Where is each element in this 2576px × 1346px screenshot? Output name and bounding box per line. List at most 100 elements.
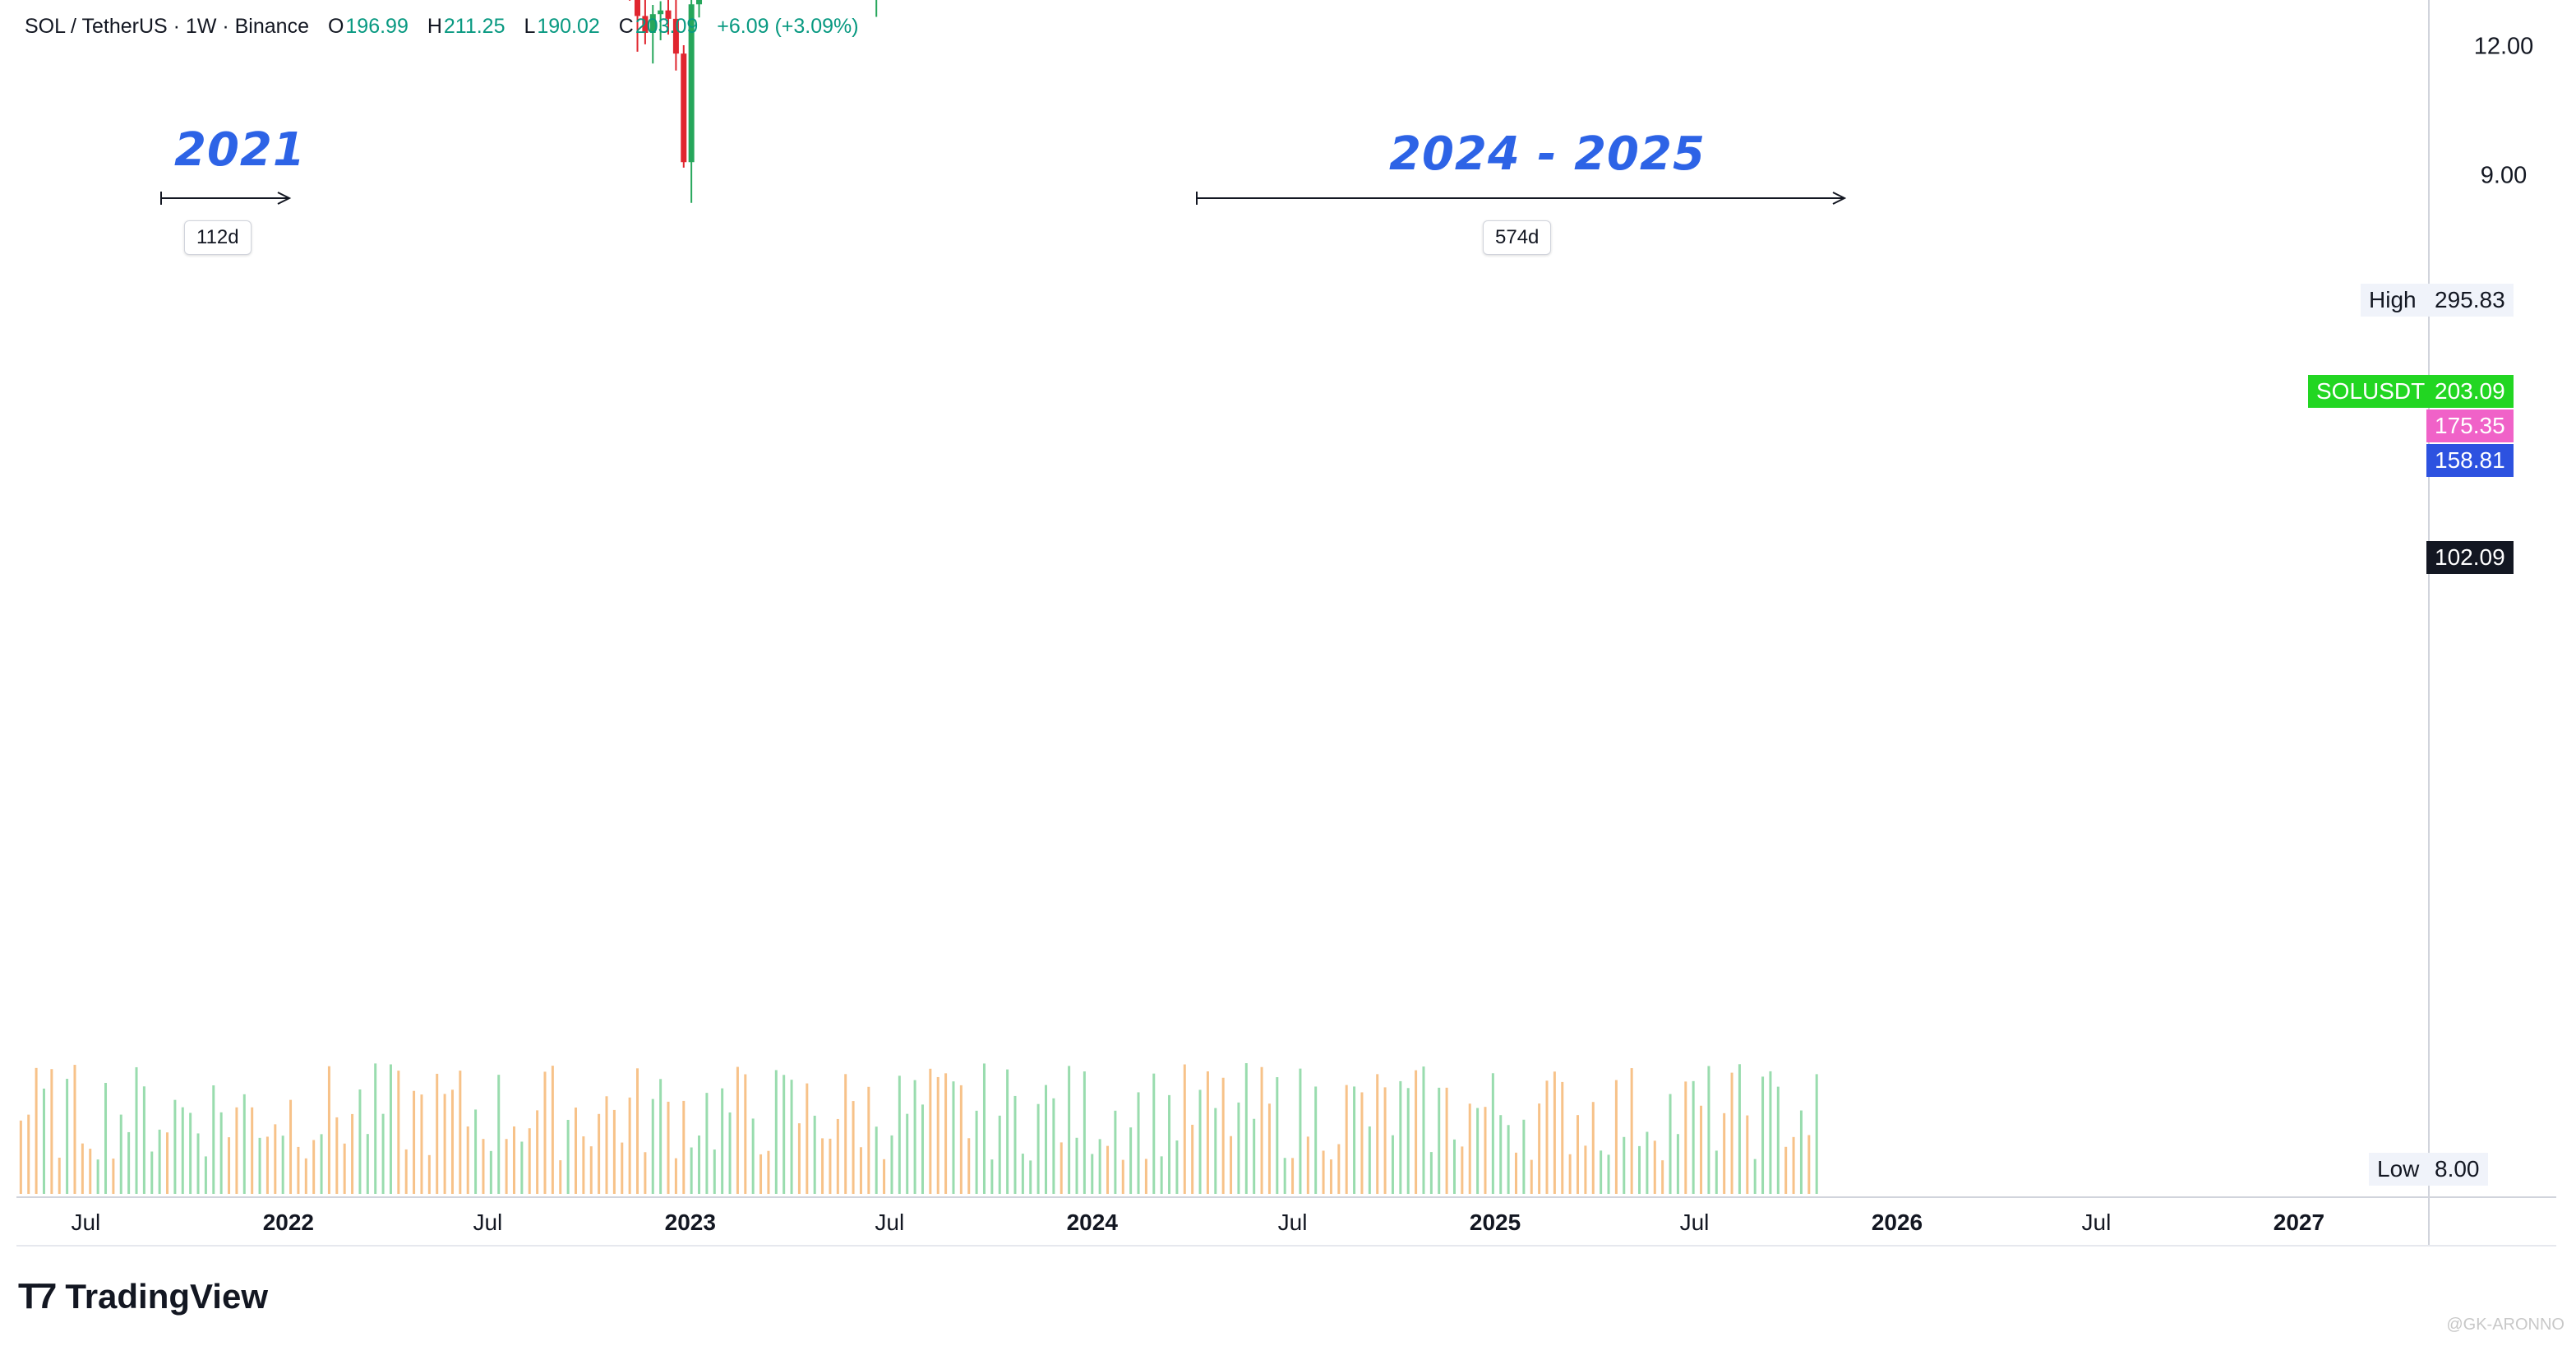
- volume-bar: [1784, 1146, 1788, 1194]
- candle-body: [642, 16, 649, 34]
- volume-bar: [589, 1146, 593, 1194]
- volume-bar: [721, 1088, 724, 1194]
- volume-bar: [1661, 1160, 1664, 1194]
- x-tick-label: 2027: [2274, 1210, 2324, 1235]
- volume-bar: [1253, 1118, 1256, 1194]
- volume-bar: [1283, 1158, 1286, 1194]
- volume-bar: [104, 1083, 108, 1194]
- candle-body: [681, 53, 687, 163]
- ma-black-tag: 102.09: [2426, 541, 2514, 574]
- volume-bar: [474, 1109, 478, 1194]
- volume-bar: [612, 1109, 616, 1194]
- close-value: 203.09: [635, 15, 699, 38]
- volume-bar: [1152, 1073, 1156, 1194]
- volume-bar: [1753, 1159, 1757, 1194]
- era-label-2024-2025: 2024 - 2025: [1389, 127, 1706, 181]
- volume-bar: [297, 1146, 300, 1194]
- volume-bar: [73, 1065, 76, 1194]
- volume-bar: [1438, 1087, 1441, 1194]
- volume-bar: [566, 1119, 570, 1194]
- volume-bar: [1638, 1145, 1641, 1194]
- volume-bar: [1322, 1150, 1325, 1194]
- volume-bar: [1484, 1107, 1487, 1194]
- high-value: 211.25: [443, 15, 506, 38]
- volume-bar: [1059, 1142, 1063, 1194]
- volume-bar: [1614, 1080, 1618, 1194]
- volume-bar: [1360, 1092, 1364, 1194]
- volume-bar: [975, 1110, 978, 1194]
- volume-bar: [844, 1074, 847, 1194]
- volume-bar: [1368, 1126, 1371, 1194]
- volume-bar: [89, 1149, 92, 1194]
- volume-bar: [320, 1134, 323, 1194]
- volume-bar: [1776, 1086, 1780, 1194]
- volume-bar: [1452, 1139, 1456, 1194]
- volume-bar: [644, 1152, 647, 1194]
- volume-bar: [890, 1135, 893, 1194]
- volume-bar: [196, 1133, 200, 1194]
- volume-bar: [1383, 1087, 1387, 1194]
- volume-bar: [1468, 1103, 1471, 1194]
- volume-bar: [582, 1136, 585, 1194]
- candle-body: [665, 10, 672, 19]
- volume-bar: [204, 1156, 207, 1194]
- volume-bar: [1168, 1094, 1171, 1194]
- volume-bar: [906, 1113, 909, 1194]
- volume-bar: [813, 1115, 816, 1194]
- volume-bar: [1445, 1087, 1448, 1194]
- volume-bar: [944, 1073, 948, 1194]
- candles: [629, 0, 878, 203]
- candle-body: [688, 4, 695, 163]
- volume-bar: [1761, 1076, 1765, 1194]
- candle-body: [672, 18, 679, 54]
- volume-bar: [705, 1093, 709, 1194]
- volume-bar: [389, 1064, 392, 1194]
- x-tick-label: Jul: [1278, 1210, 1308, 1235]
- volume-bar: [150, 1151, 154, 1194]
- volume-bar: [335, 1117, 339, 1194]
- volume-bar: [1230, 1136, 1233, 1194]
- volume-bar: [50, 1069, 53, 1194]
- tradingview-logo[interactable]: T7 TradingView: [18, 1276, 268, 1317]
- volume-bar: [1198, 1089, 1202, 1194]
- x-tick-label: 2022: [263, 1210, 314, 1235]
- volume-bar: [1291, 1158, 1295, 1194]
- volume-bar: [142, 1086, 145, 1194]
- volume-bar: [1106, 1145, 1110, 1194]
- volume-bar: [1807, 1135, 1811, 1194]
- volume-bar: [258, 1137, 261, 1194]
- volume-bar: [1191, 1124, 1194, 1194]
- volume-bar: [767, 1150, 770, 1194]
- volume-bar: [1584, 1145, 1587, 1194]
- volume-bar: [343, 1143, 346, 1194]
- volume-bar: [1553, 1071, 1556, 1194]
- volume-bar: [852, 1101, 855, 1194]
- volume-bar: [898, 1075, 901, 1194]
- volume-bar: [42, 1088, 45, 1194]
- volume-bar: [1337, 1144, 1341, 1194]
- volume-bar: [489, 1150, 492, 1194]
- high-label: H: [427, 15, 442, 38]
- volume-bar: [1561, 1081, 1564, 1194]
- volume-bar: [913, 1080, 916, 1194]
- volume-bar: [58, 1157, 61, 1194]
- volume-bar: [1415, 1070, 1418, 1194]
- candle-body: [649, 14, 656, 34]
- volume-bar: [327, 1066, 330, 1194]
- volume-bar: [119, 1114, 122, 1194]
- high-tag-label: High: [2361, 284, 2426, 317]
- volume-bar: [936, 1076, 939, 1194]
- volume-bar: [1730, 1072, 1733, 1194]
- volume-bar: [228, 1137, 231, 1194]
- volume-bar: [921, 1104, 924, 1194]
- volume-bar: [1545, 1080, 1549, 1194]
- volume-bar: [1237, 1102, 1240, 1194]
- volume-bar: [397, 1071, 400, 1194]
- volume-bar: [1144, 1159, 1147, 1194]
- volume-bar: [682, 1100, 686, 1194]
- volume-bar: [736, 1066, 739, 1194]
- volume-bar: [358, 1089, 362, 1194]
- volume-bar: [621, 1142, 624, 1194]
- chart-legend: SOL / TetherUS · 1W · Binance O196.99 H2…: [25, 15, 872, 39]
